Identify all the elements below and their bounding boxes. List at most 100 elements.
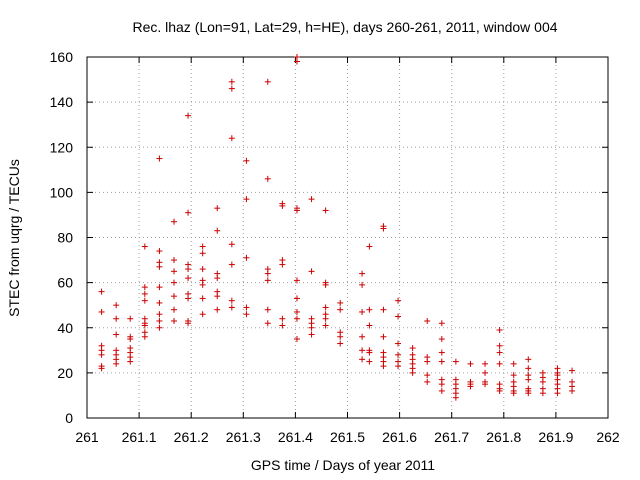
data-point <box>424 372 431 379</box>
data-point <box>199 250 206 257</box>
data-point <box>395 313 402 320</box>
data-point <box>308 331 315 338</box>
data-point <box>366 358 373 365</box>
data-point <box>293 58 300 65</box>
data-point <box>171 257 178 264</box>
data-point <box>496 349 503 356</box>
x-tick-label: 261.8 <box>486 429 521 445</box>
x-tick-label: 261.1 <box>122 429 157 445</box>
data-point <box>199 243 206 250</box>
data-point <box>113 360 120 367</box>
data-point <box>127 336 134 343</box>
data-point <box>395 351 402 358</box>
data-point <box>496 360 503 367</box>
data-point <box>141 333 148 340</box>
data-point <box>359 270 366 277</box>
data-point <box>380 306 387 313</box>
data-point <box>171 293 178 300</box>
data-point <box>322 207 329 214</box>
y-tick-label: 40 <box>57 320 73 336</box>
data-point <box>199 281 206 288</box>
data-point <box>308 324 315 331</box>
data-point <box>293 315 300 322</box>
data-point <box>482 369 489 376</box>
data-point <box>98 308 105 315</box>
data-point <box>243 311 250 318</box>
data-point <box>359 356 366 363</box>
data-point <box>243 304 250 311</box>
data-point <box>171 218 178 225</box>
data-point <box>293 336 300 343</box>
data-point <box>141 284 148 291</box>
data-point <box>264 320 271 327</box>
data-point <box>424 378 431 385</box>
data-point <box>156 317 163 324</box>
data-point <box>496 342 503 349</box>
data-points <box>98 54 576 401</box>
data-point <box>199 266 206 273</box>
data-point <box>409 345 416 352</box>
data-point <box>214 306 221 313</box>
data-point <box>228 85 235 92</box>
y-tick-label: 20 <box>57 365 73 381</box>
data-point <box>185 295 192 302</box>
y-tick-label: 60 <box>57 275 73 291</box>
data-point <box>337 299 344 306</box>
x-tick-label: 261.7 <box>434 429 469 445</box>
data-point <box>337 340 344 347</box>
data-point <box>264 175 271 182</box>
data-point <box>228 304 235 311</box>
data-point <box>525 356 532 363</box>
data-point <box>113 331 120 338</box>
x-tick-label: 261.6 <box>382 429 417 445</box>
data-point <box>438 358 445 365</box>
data-point <box>424 358 431 365</box>
data-point <box>264 306 271 313</box>
data-point <box>141 290 148 297</box>
data-point <box>141 297 148 304</box>
data-point <box>496 327 503 334</box>
data-point <box>279 315 286 322</box>
data-point <box>293 207 300 214</box>
data-point <box>156 324 163 331</box>
data-point <box>293 277 300 284</box>
data-point <box>395 340 402 347</box>
data-point <box>496 387 503 394</box>
data-point <box>438 387 445 394</box>
data-point <box>214 275 221 282</box>
data-point <box>569 387 576 394</box>
data-point <box>156 284 163 291</box>
data-point <box>539 378 546 385</box>
data-point <box>228 241 235 248</box>
data-point <box>127 315 134 322</box>
data-point <box>279 322 286 329</box>
x-tick-label: 262 <box>596 429 620 445</box>
data-point <box>264 277 271 284</box>
data-point <box>156 311 163 318</box>
data-point <box>359 347 366 354</box>
data-point <box>243 196 250 203</box>
data-point <box>228 297 235 304</box>
data-point <box>380 363 387 370</box>
data-point <box>452 358 459 365</box>
data-point <box>482 381 489 388</box>
data-point <box>424 317 431 324</box>
data-point <box>539 390 546 397</box>
data-point <box>359 333 366 340</box>
data-point <box>510 360 517 367</box>
data-point <box>308 196 315 203</box>
data-point <box>337 333 344 340</box>
data-point <box>171 268 178 275</box>
data-point <box>185 320 192 327</box>
data-point <box>366 306 373 313</box>
data-point <box>98 288 105 295</box>
data-point <box>214 293 221 300</box>
data-point <box>525 365 532 372</box>
data-point <box>171 306 178 313</box>
data-point <box>510 372 517 379</box>
data-point <box>156 248 163 255</box>
data-point <box>228 261 235 268</box>
y-tick-label: 120 <box>50 139 74 155</box>
data-point <box>366 243 373 250</box>
data-point <box>395 297 402 304</box>
